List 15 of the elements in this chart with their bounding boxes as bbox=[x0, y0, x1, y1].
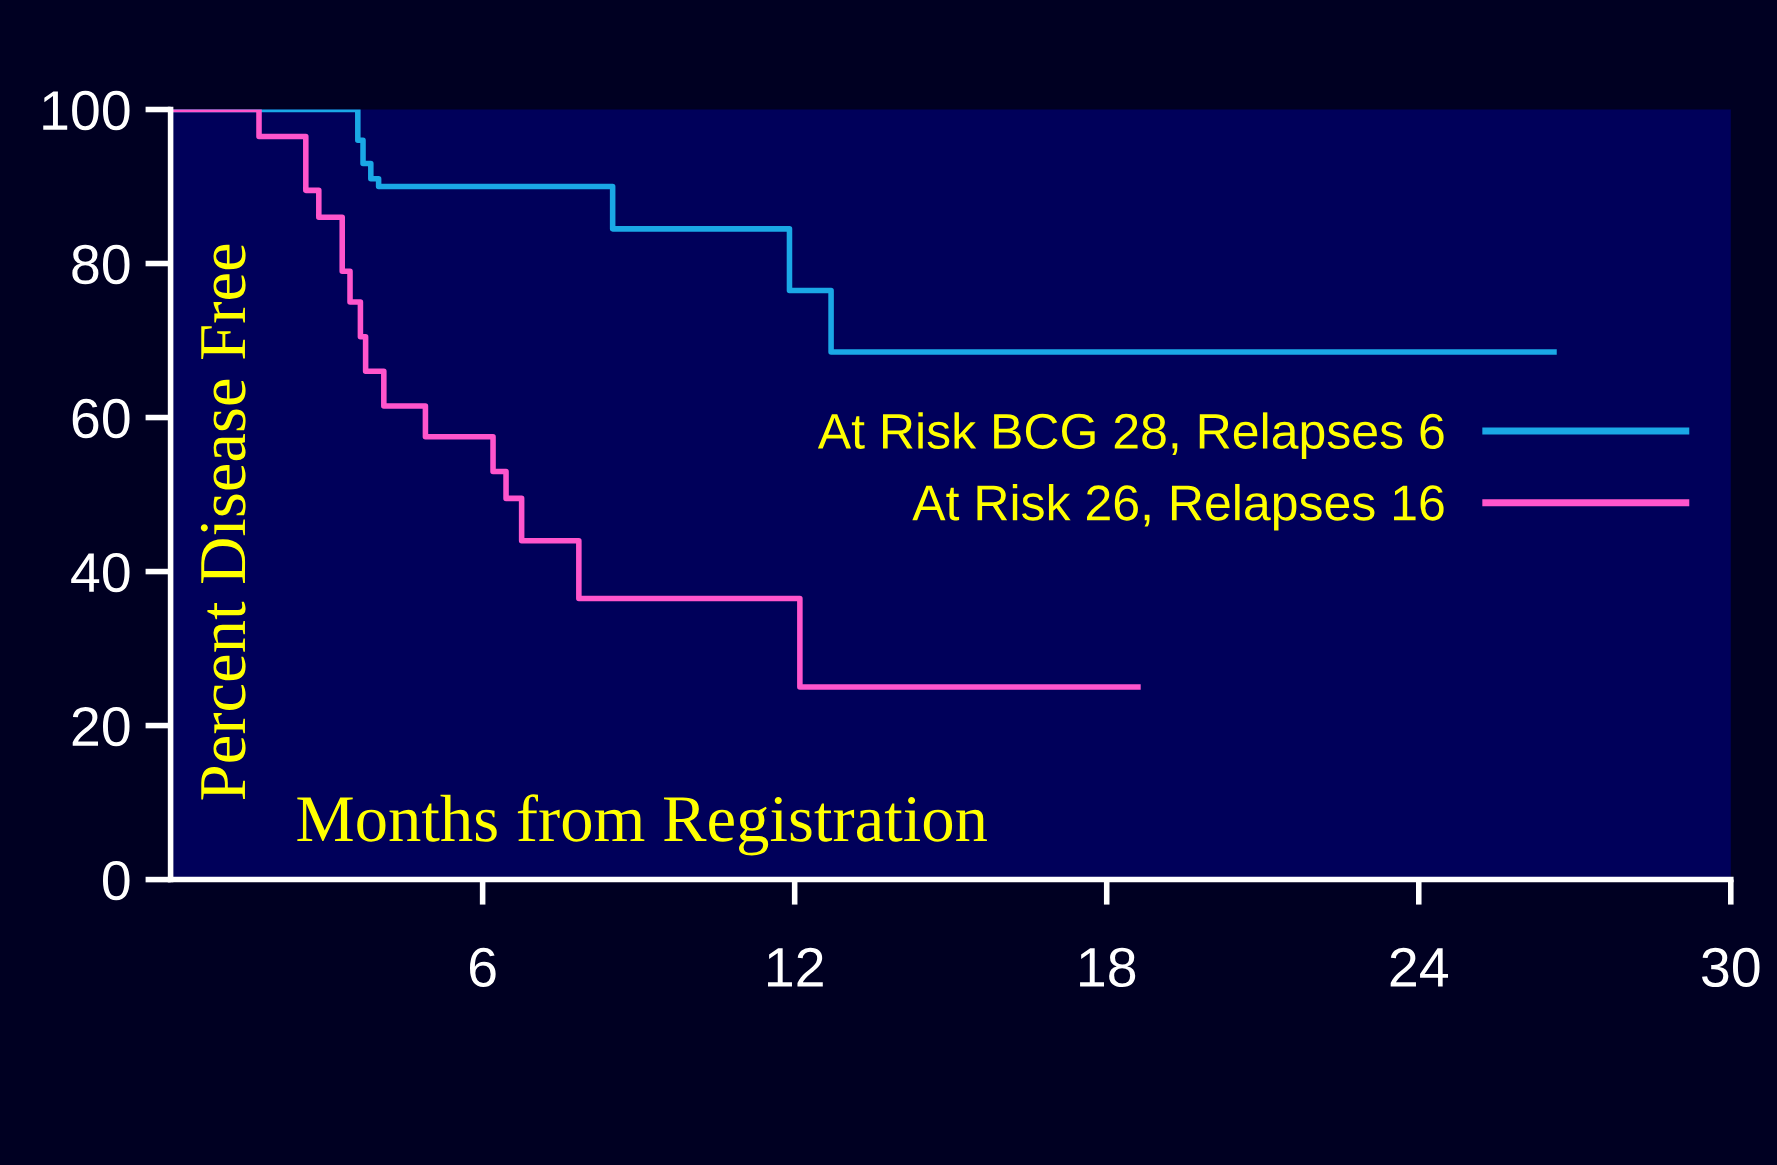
y-tick-label: 0 bbox=[102, 860, 130, 901]
x-tick-label: 12 bbox=[768, 947, 823, 987]
y-tick-label: 20 bbox=[72, 706, 130, 747]
legend-label: At Risk BCG 28, Relapses 6 bbox=[817, 412, 1444, 459]
y-axis-title: Percent Disease Free bbox=[200, 244, 246, 800]
x-axis-title: Months from Registration bbox=[297, 794, 987, 856]
y-tick-label: 60 bbox=[72, 398, 130, 439]
y-tick-label: 40 bbox=[71, 552, 130, 593]
x-tick-label: 24 bbox=[1390, 947, 1449, 987]
y-tick-label: 100 bbox=[43, 90, 130, 131]
legend-label: At Risk 26, Relapses 16 bbox=[912, 483, 1444, 531]
x-tick-label: 30 bbox=[1702, 947, 1760, 988]
y-tick-label: 80 bbox=[72, 244, 130, 285]
x-tick-label: 18 bbox=[1080, 947, 1136, 988]
x-tick-label: 6 bbox=[470, 947, 496, 988]
